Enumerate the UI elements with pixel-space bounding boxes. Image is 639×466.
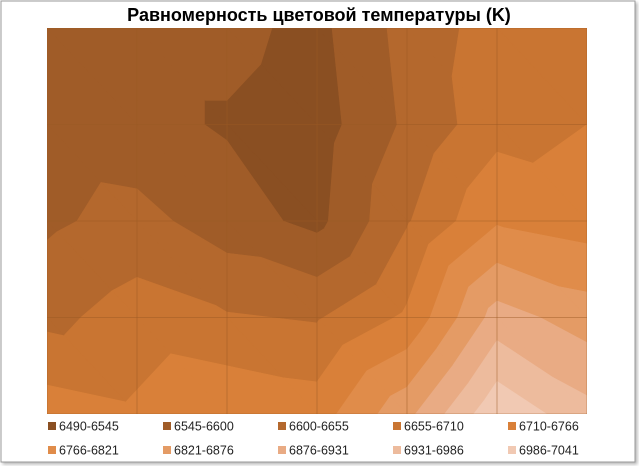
legend-label: 6986-7041: [519, 443, 579, 457]
legend-swatch: [278, 422, 286, 430]
legend-swatch: [393, 446, 401, 454]
chart-title: Равномерность цветовой температуры (K): [127, 5, 511, 25]
contour-region: [377, 395, 408, 414]
legend: 6490-6545 6545-6600 6600-6655 6655-6710 6710…: [48, 419, 579, 457]
legend-swatch: [278, 446, 286, 454]
legend-swatch: [48, 422, 56, 430]
legend-swatch: [48, 446, 56, 454]
legend-label: 6545-6600: [174, 419, 234, 433]
legend-label: 6655-6710: [404, 419, 464, 433]
contour-region: [47, 384, 138, 414]
legend-label: 6766-6821: [59, 443, 119, 457]
legend-swatch: [508, 446, 516, 454]
legend-label: 6931-6986: [404, 443, 464, 457]
legend-label: 6710-6766: [519, 419, 579, 433]
contour-region: [226, 365, 318, 414]
legend-swatch: [163, 422, 171, 430]
contour-region: [136, 353, 228, 414]
legend-label: 6876-6931: [289, 443, 349, 457]
legend-label: 6821-6876: [174, 443, 234, 457]
legend-label: 6490-6545: [59, 419, 119, 433]
legend-swatch: [393, 422, 401, 430]
plot-area: [47, 28, 587, 414]
contour-region: [473, 399, 498, 414]
contour-region: [336, 370, 391, 414]
contour-region: [415, 365, 469, 414]
contour-region: [406, 348, 453, 414]
contour-region: [47, 331, 127, 403]
legend-label: 6600-6655: [289, 419, 349, 433]
legend-swatch: [163, 446, 171, 454]
contour-region: [444, 382, 485, 414]
legend-swatch: [508, 422, 516, 430]
contour-region: [316, 344, 368, 414]
